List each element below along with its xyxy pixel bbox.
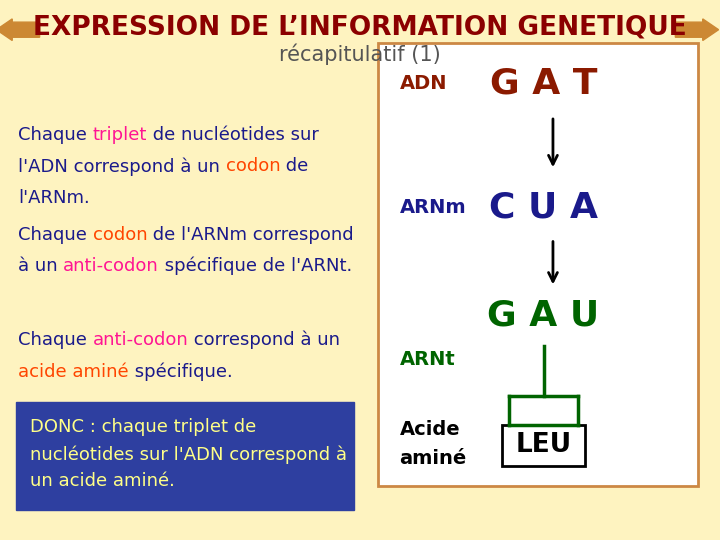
Text: de: de	[280, 157, 308, 176]
Text: anti-codon: anti-codon	[93, 331, 189, 349]
Text: G A U: G A U	[487, 299, 600, 333]
Text: l'ADN correspond à un: l'ADN correspond à un	[18, 157, 225, 176]
Text: l'ARNm.: l'ARNm.	[18, 188, 90, 207]
Text: spécifique de l'ARNt.: spécifique de l'ARNt.	[159, 257, 352, 275]
Text: codon: codon	[93, 226, 148, 244]
Text: acide aminé: acide aminé	[18, 362, 129, 381]
Text: anti-codon: anti-codon	[63, 257, 159, 275]
Text: de l'ARNm correspond: de l'ARNm correspond	[148, 226, 354, 244]
Text: LEU: LEU	[516, 433, 572, 458]
Bar	[16, 402, 354, 510]
Text: ARNm: ARNm	[400, 198, 467, 218]
Text: codon: codon	[225, 157, 280, 176]
Text: Chaque: Chaque	[18, 331, 93, 349]
Text: Chaque: Chaque	[18, 126, 93, 144]
Text: Acide: Acide	[400, 420, 460, 439]
Text: récapitulatif (1): récapitulatif (1)	[279, 43, 441, 65]
Text: EXPRESSION DE L’INFORMATION GENETIQUE: EXPRESSION DE L’INFORMATION GENETIQUE	[33, 14, 687, 40]
FancyArrow shape	[0, 19, 40, 40]
Text: ADN: ADN	[400, 74, 447, 93]
Bar	[503, 426, 585, 465]
Text: G A T: G A T	[490, 67, 598, 100]
Text: triplet: triplet	[93, 126, 147, 144]
Text: C U A: C U A	[489, 191, 598, 225]
Text: à un: à un	[18, 257, 63, 275]
FancyArrow shape	[675, 19, 719, 40]
Text: spécifique.: spécifique.	[129, 362, 233, 381]
Text: aminé: aminé	[400, 449, 467, 469]
Text: DONC : chaque triplet de
nucléotides sur l'ADN correspond à
un acide aminé.: DONC : chaque triplet de nucléotides sur…	[30, 418, 347, 490]
Text: ARNt: ARNt	[400, 349, 455, 369]
Text: correspond à un: correspond à un	[189, 331, 341, 349]
Text: de nucléotides sur: de nucléotides sur	[147, 126, 319, 144]
Text: Chaque: Chaque	[18, 226, 93, 244]
Bar	[378, 43, 698, 486]
